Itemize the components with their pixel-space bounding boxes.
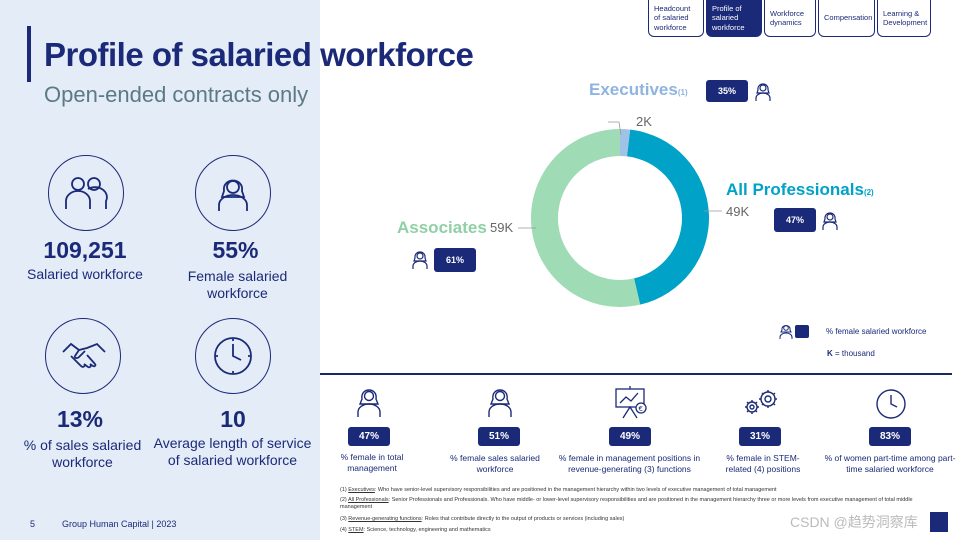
section-tabs: Headcount of salaried workforce Profile … [648,0,931,37]
handshake-icon [45,318,121,394]
kpi-label: Female salaried workforce [187,268,288,301]
clock-icon [195,318,271,394]
footer-text: Group Human Capital | 2023 [62,519,177,529]
executives-female-badge: 35% [706,80,748,102]
tab-headcount[interactable]: Headcount of salaried workforce [648,0,704,37]
female-icon [357,389,381,417]
legend-thousand: K = thousand [827,349,875,358]
female-icon [412,251,428,269]
stat-label: % female in STEM-related (4) positions [725,453,801,474]
footnote-1: (1) Executives: Who have senior-level su… [340,487,777,493]
page-number: 5 [30,519,36,529]
workforce-donut-chart [531,129,709,307]
legend-female-label: % female salaried workforce [826,327,927,336]
stat-label: % female in total management [340,452,404,473]
presentation-chart-icon: € [615,386,647,419]
professionals-label: All Professionals(2) [726,180,874,199]
tab-learning-development[interactable]: Learning & Development [877,0,931,37]
professionals-female-badge: 47% [774,208,816,232]
kpi-value: 109,251 [43,237,127,263]
kpi-value: 55% [212,237,259,263]
page-title: Profile of salaried workforce [44,36,474,73]
stat-label: % female in management positions in reve… [558,453,701,474]
stat-badge: 49% [609,427,651,446]
kpi-value: 10 [220,406,246,432]
stat-label: % female sales salaried workforce [450,453,540,474]
executives-label: Executives(1) [589,80,688,99]
female-icon [822,212,838,230]
tab-workforce-dynamics[interactable]: Workforce dynamics [764,0,816,37]
footnote-4: (4) STEM: Science, technology, engineeri… [340,527,491,533]
section-divider [320,373,952,375]
executives-value: 2K [636,114,652,129]
female-icon [195,155,271,231]
stat-badge: 51% [478,427,520,446]
stat-label: % of women part-time among part-time sal… [824,453,956,474]
kpi-label: Average length of service of salaried wo… [153,435,312,468]
kpi-value: 13% [56,406,104,432]
stat-badge: 31% [739,427,781,446]
female-legend-icon [779,325,809,339]
left-panel [0,0,320,540]
gears-icon [745,390,777,414]
donut-slice-associates [531,129,641,307]
kpi-label: Salaried workforce [27,266,143,282]
logo-mark [930,512,948,532]
footnote-3: (3) Revenue-generating functions: Roles … [340,516,625,522]
stat-badge: 83% [869,427,911,446]
tab-compensation[interactable]: Compensation [818,0,875,37]
associates-label: Associates [397,218,487,237]
stat-badge: 47% [348,427,390,446]
female-icon [755,83,771,101]
footnote-2: (2) All Professionals: Senior Profession… [340,497,913,510]
associates-value: 59K [490,220,514,235]
tab-profile[interactable]: Profile of salaried workforce [706,0,762,37]
female-icon [488,389,512,417]
donut-slice-executives [620,129,631,157]
professionals-value: 49K [726,204,750,219]
people-icon [48,155,124,231]
associates-female-badge: 61% [434,248,476,272]
page-subtitle: Open-ended contracts only [44,82,309,107]
watermark: CSDN @趋势洞察库 [790,514,918,530]
kpi-label: % of sales salaried workforce [23,437,142,470]
clock-icon [876,389,906,419]
svg-text:€: € [639,405,643,413]
donut-slice-all-professionals [627,129,709,305]
title-accent-bar [27,26,31,82]
